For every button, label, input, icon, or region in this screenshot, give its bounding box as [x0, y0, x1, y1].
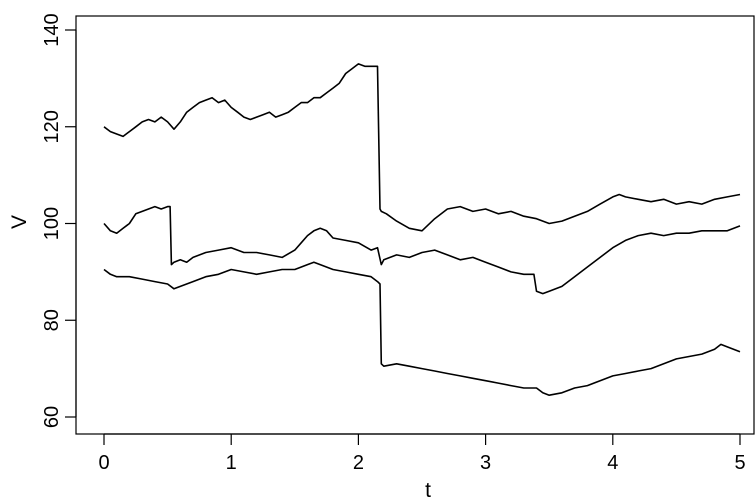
x-tick-label: 5 — [734, 452, 745, 474]
y-tick-label: 80 — [41, 309, 63, 331]
series-layer — [103, 63, 741, 397]
x-axis: 0 1 2 3 4 5 — [98, 433, 746, 474]
y-tick-label: 140 — [41, 13, 63, 46]
series-line-3 — [103, 261, 741, 397]
x-tick-label: 4 — [607, 452, 618, 474]
series-line-2 — [103, 205, 741, 295]
plot-frame — [75, 15, 755, 435]
x-tick-label: 3 — [480, 452, 491, 474]
y-axis: 60 80 100 120 140 — [41, 13, 77, 428]
x-axis-label: t — [425, 479, 431, 501]
y-tick-label: 60 — [41, 406, 63, 428]
y-tick-label: 120 — [41, 110, 63, 143]
y-axis-label: V — [8, 215, 31, 229]
x-tick-label: 1 — [226, 452, 237, 474]
x-tick-label: 2 — [353, 452, 364, 474]
series-line-1 — [103, 63, 741, 232]
y-tick-label: 100 — [41, 207, 63, 240]
x-tick-label: 0 — [98, 452, 109, 474]
